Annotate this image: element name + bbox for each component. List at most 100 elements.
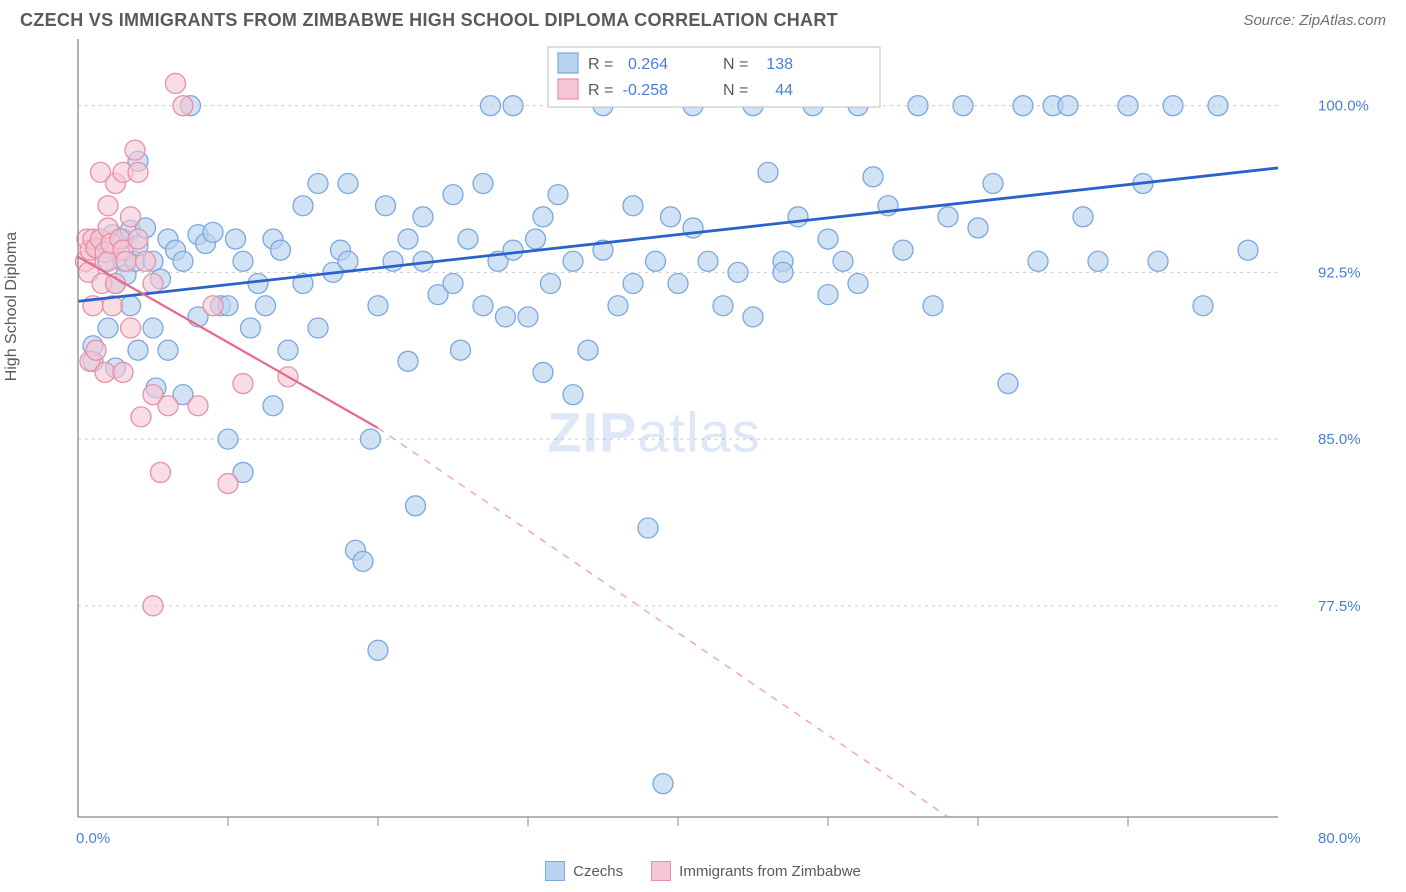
scatter-point	[406, 496, 426, 516]
scatter-point	[203, 222, 223, 242]
scatter-point	[353, 551, 373, 571]
y-tick-label: 77.5%	[1318, 598, 1361, 615]
scatter-point	[1058, 96, 1078, 116]
stats-n-label: N =	[723, 56, 748, 73]
scatter-point	[131, 407, 151, 427]
stats-r-label: R =	[588, 82, 613, 99]
scatter-point	[968, 218, 988, 238]
scatter-point	[758, 162, 778, 182]
scatter-point	[713, 296, 733, 316]
scatter-point	[308, 318, 328, 338]
trend-line-zimbabwe-extrapolated	[378, 428, 948, 817]
scatter-point	[226, 229, 246, 249]
chart-container: High School Diploma 77.5%85.0%92.5%100.0…	[20, 37, 1386, 857]
scatter-point	[308, 173, 328, 193]
scatter-point	[293, 196, 313, 216]
scatter-point	[983, 173, 1003, 193]
scatter-point	[773, 262, 793, 282]
scatter-point	[1238, 240, 1258, 260]
scatter-point	[1193, 296, 1213, 316]
scatter-point	[398, 351, 418, 371]
scatter-point	[233, 374, 253, 394]
scatter-point	[1163, 96, 1183, 116]
scatter-point	[338, 173, 358, 193]
scatter-point	[623, 196, 643, 216]
scatter-point	[128, 162, 148, 182]
scatter-point	[923, 296, 943, 316]
scatter-point	[833, 251, 853, 271]
scatter-point	[278, 340, 298, 360]
scatter-point	[893, 240, 913, 260]
y-tick-label: 100.0%	[1318, 98, 1369, 115]
scatter-point	[1208, 96, 1228, 116]
scatter-point	[938, 207, 958, 227]
scatter-point	[143, 274, 163, 294]
legend-item-czechs: Czechs	[545, 861, 623, 881]
scatter-point	[646, 251, 666, 271]
scatter-point	[113, 362, 133, 382]
stats-n-value-zimbabwe: 44	[775, 82, 793, 99]
scatter-point	[481, 96, 501, 116]
scatter-point	[563, 251, 583, 271]
scatter-point	[908, 96, 928, 116]
legend-swatch-zimbabwe	[651, 861, 671, 881]
scatter-point	[271, 240, 291, 260]
stats-r-label: R =	[588, 56, 613, 73]
scatter-point	[248, 274, 268, 294]
y-axis-label: High School Diploma	[3, 232, 21, 381]
scatter-point	[173, 251, 193, 271]
scatter-point	[143, 596, 163, 616]
scatter-point	[188, 396, 208, 416]
scatter-point	[848, 274, 868, 294]
scatter-point	[1013, 96, 1033, 116]
stats-n-label: N =	[723, 82, 748, 99]
stats-swatch-zimbabwe	[558, 79, 578, 99]
scatter-point	[203, 296, 223, 316]
scatter-point	[376, 196, 396, 216]
scatter-point	[668, 274, 688, 294]
scatter-point	[533, 207, 553, 227]
scatter-point	[503, 96, 523, 116]
stats-swatch-czechs	[558, 53, 578, 73]
scatter-point	[121, 207, 141, 227]
scatter-point	[533, 362, 553, 382]
scatter-point	[653, 774, 673, 794]
scatter-point	[121, 296, 141, 316]
x-tick-label: 0.0%	[76, 830, 110, 847]
source-attribution: Source: ZipAtlas.com	[1243, 12, 1386, 29]
scatter-point	[578, 340, 598, 360]
scatter-point	[98, 318, 118, 338]
scatter-point	[413, 207, 433, 227]
scatter-point	[788, 207, 808, 227]
scatter-point	[361, 429, 381, 449]
legend-item-zimbabwe: Immigrants from Zimbabwe	[651, 861, 861, 881]
scatter-point	[541, 274, 561, 294]
stats-r-value-czechs: 0.264	[628, 56, 668, 73]
scatter-point	[623, 274, 643, 294]
scatter-point	[125, 140, 145, 160]
scatter-point	[563, 385, 583, 405]
scatter-point	[233, 251, 253, 271]
scatter-point	[473, 296, 493, 316]
scatter-point	[1088, 251, 1108, 271]
scatter-point	[128, 229, 148, 249]
scatter-point	[166, 73, 186, 93]
scatter-point	[158, 340, 178, 360]
scatter-point	[173, 96, 193, 116]
scatter-point	[743, 307, 763, 327]
scatter-point	[106, 274, 126, 294]
scatter-point	[863, 167, 883, 187]
legend-swatch-czechs	[545, 861, 565, 881]
legend-label-czechs: Czechs	[573, 863, 623, 880]
scatter-point	[1073, 207, 1093, 227]
scatter-point	[368, 296, 388, 316]
scatter-point	[136, 251, 156, 271]
x-tick-label: 80.0%	[1318, 830, 1361, 847]
scatter-point	[953, 96, 973, 116]
scatter-point	[518, 307, 538, 327]
scatter-point	[638, 518, 658, 538]
scatter-point	[443, 274, 463, 294]
stats-r-value-zimbabwe: -0.258	[623, 82, 668, 99]
scatter-point	[496, 307, 516, 327]
scatter-point	[98, 196, 118, 216]
